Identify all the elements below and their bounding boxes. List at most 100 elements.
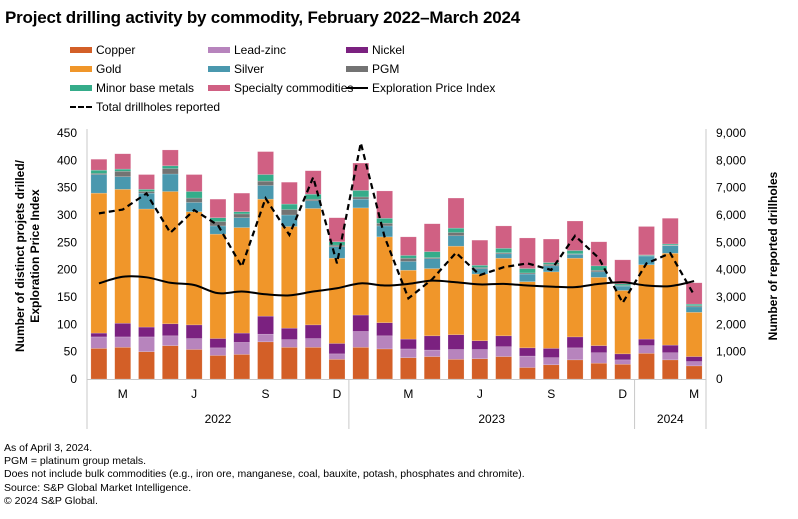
bar-segment-specialty-commodities (281, 181, 298, 205)
bar-segment-specialty-commodities (614, 259, 631, 285)
bar-stack (638, 226, 655, 380)
bar-segment-nickel (447, 334, 465, 350)
bar-segment-nickel (257, 315, 274, 335)
month-tick-label: J (477, 387, 483, 401)
bar-stack (352, 162, 370, 380)
bar-segment-minor-base-metals (376, 218, 393, 224)
bar-segment-copper (304, 347, 322, 380)
bar-segment-gold (566, 257, 584, 338)
bar-segment-lead-zinc (376, 335, 393, 350)
bar-stack (233, 192, 250, 380)
bar-segment-gold (519, 281, 536, 349)
bar-segment-nickel (138, 326, 155, 338)
legend-item-pgm: PGM (346, 61, 399, 77)
bar-segment-silver (162, 173, 179, 192)
bar-segment-lead-zinc (519, 355, 536, 368)
bar-stack (662, 218, 679, 380)
bar-segment-nickel (209, 338, 227, 349)
bar-segment-gold (376, 236, 393, 323)
bar-stack (519, 237, 536, 380)
bar-segment-pgm (281, 209, 298, 216)
y-right-tick-label: 0 (716, 372, 723, 386)
bar-segment-minor-base-metals (138, 189, 155, 192)
legend-label: Specialty commodities (234, 81, 354, 95)
month-tick-label: M (689, 387, 699, 401)
drillholes-dash-swatch (70, 105, 92, 108)
bar-segment-lead-zinc (233, 342, 250, 355)
lines (98, 142, 696, 305)
bar-segment-pgm (423, 257, 441, 259)
legend-item-gold: Gold (70, 61, 121, 77)
bar-segment-copper (328, 359, 346, 380)
copper-swatch (70, 46, 92, 53)
y-left-tick-label: 300 (57, 208, 77, 222)
year-label: 2024 (657, 412, 684, 426)
bar-segment-pgm (447, 232, 465, 237)
bar-segment-lead-zinc (566, 347, 584, 361)
bar-segment-silver (495, 253, 512, 259)
y-right-tick-label: 1,000 (716, 345, 746, 359)
bar-segment-pgm (638, 255, 655, 257)
bar-stack (447, 197, 465, 380)
y-axis-left-label-line2: Exploration Price Index (28, 189, 42, 323)
bar-segment-specialty-commodities (138, 174, 155, 190)
bar-segment-lead-zinc (114, 336, 131, 348)
bar-segment-minor-base-metals (471, 265, 489, 268)
bar-segment-lead-zinc (400, 348, 417, 358)
y-left-tick-label: 150 (57, 290, 77, 304)
bar-segment-specialty-commodities (662, 218, 679, 245)
bar-segment-minor-base-metals (566, 250, 584, 255)
bar-segment-pgm (114, 171, 131, 177)
y-left-tick-label: 0 (70, 372, 77, 386)
legend: Copper Lead-zinc Nickel Gold Silver PGM … (0, 40, 798, 118)
legend-label: Total drillholes reported (96, 100, 221, 114)
legend-item-lead-zinc: Lead-zinc (208, 42, 286, 58)
legend-item-minor-base-metals: Minor base metals (70, 80, 194, 96)
bar-segment-specialty-commodities (471, 239, 489, 266)
bar-segment-lead-zinc (543, 357, 560, 366)
footnote-exclusions: Does not include bulk commodities (e.g.,… (4, 468, 525, 481)
bar-segment-minor-base-metals (114, 168, 131, 172)
bar-segment-gold (685, 312, 703, 357)
bar-segment-minor-base-metals (185, 191, 203, 199)
bar-segment-specialty-commodities (257, 151, 274, 175)
bar-segment-copper (495, 356, 512, 380)
bar-stack (376, 190, 393, 380)
bar-segment-copper (162, 345, 179, 380)
bar-segment-gold (352, 207, 370, 316)
bar-segment-nickel (328, 343, 346, 355)
bar-segment-gold (138, 208, 155, 328)
bar-segment-nickel (471, 340, 489, 350)
bar-segment-nickel (304, 324, 322, 339)
bar-segment-lead-zinc (423, 349, 441, 357)
bar-segment-pgm (162, 168, 179, 175)
bar-segment-nickel (662, 344, 679, 354)
bar-segment-pgm (233, 213, 250, 218)
bar-segment-copper (209, 355, 227, 380)
bar-stack (495, 225, 512, 380)
bar-stack (685, 282, 703, 380)
bar-segment-nickel (400, 338, 417, 350)
bar-segment-nickel (566, 336, 584, 349)
bar-segment-gold (328, 257, 346, 344)
bar-segment-gold (90, 192, 108, 334)
bar-segment-lead-zinc (209, 347, 227, 356)
bar-segment-nickel (519, 347, 536, 357)
bar-segment-minor-base-metals (90, 169, 108, 174)
legend-label: Gold (96, 62, 122, 76)
silver-swatch (208, 65, 230, 72)
bar-segment-gold (590, 277, 608, 346)
lead-zinc-swatch (208, 46, 230, 53)
bar-stack (138, 174, 155, 380)
y-left-tick-label: 50 (64, 345, 78, 359)
minor-base-metals-swatch (70, 84, 92, 91)
bar-segment-lead-zinc (257, 333, 274, 343)
bar-stack (328, 217, 346, 380)
bar-segment-minor-base-metals (495, 248, 512, 253)
bar-segment-specialty-commodities (685, 282, 703, 305)
bar-segment-minor-base-metals (423, 251, 441, 258)
bar-segment-lead-zinc (185, 338, 203, 350)
bar-segment-pgm (400, 257, 417, 262)
bar-segment-silver (519, 273, 536, 282)
bar-stack (185, 174, 203, 380)
